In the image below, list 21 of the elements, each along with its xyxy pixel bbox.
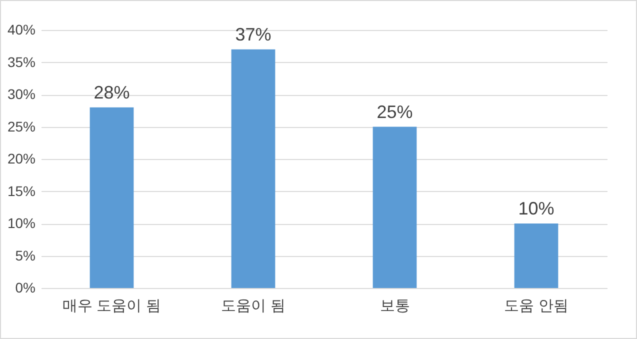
data-label: 37%	[235, 24, 272, 44]
x-tick-label: 도움이 됨	[221, 298, 286, 314]
data-label: 25%	[376, 102, 413, 122]
y-tick-label: 5%	[15, 247, 36, 264]
bar	[231, 49, 276, 288]
bar	[90, 107, 134, 288]
x-tick-label: 도움 안됨	[504, 298, 568, 314]
y-tick-label: 30%	[7, 86, 36, 102]
y-tick-label: 25%	[7, 118, 36, 134]
bar	[514, 224, 558, 288]
y-tick-label: 0%	[15, 280, 36, 296]
y-tick-label: 40%	[7, 22, 36, 38]
bar	[372, 126, 417, 288]
y-tick-label: 15%	[7, 182, 36, 199]
y-tick-label: 10%	[7, 215, 36, 231]
y-tick-label: 20%	[7, 150, 36, 166]
data-label: 28%	[94, 82, 130, 102]
x-tick-label: 보통	[380, 298, 410, 314]
data-label: 10%	[518, 198, 554, 218]
y-tick-label: 35%	[7, 54, 36, 70]
x-tick-label: 매우 도움이 됨	[62, 298, 161, 314]
